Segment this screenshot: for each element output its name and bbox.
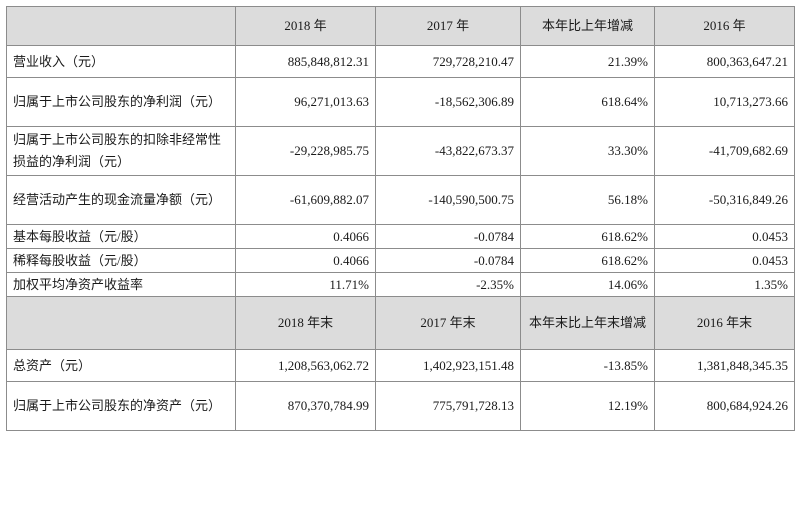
value-2016: 1,381,848,345.35 (654, 349, 795, 382)
value-2017: 729,728,210.47 (375, 45, 521, 78)
value-2016: 0.0453 (654, 248, 795, 273)
value-2018: 885,848,812.31 (235, 45, 376, 78)
value-change: 56.18% (520, 175, 655, 225)
value-change: 14.06% (520, 272, 655, 297)
value-2018: 870,370,784.99 (235, 381, 376, 431)
value-2016: 0.0453 (654, 224, 795, 249)
value-2016: 10,713,273.66 (654, 77, 795, 127)
row-label: 归属于上市公司股东的净资产（元） (6, 381, 236, 431)
header-2017-end: 2017 年末 (375, 296, 521, 350)
table-row: 加权平均净资产收益率 11.71% -2.35% 14.06% 1.35% (6, 272, 795, 297)
row-label: 总资产（元） (6, 349, 236, 382)
value-change: 618.62% (520, 248, 655, 273)
value-change: 618.62% (520, 224, 655, 249)
value-2016: 1.35% (654, 272, 795, 297)
header-row: 2018 年 2017 年 本年比上年增减 2016 年 (6, 6, 795, 46)
header-change: 本年比上年增减 (520, 6, 655, 46)
row-label: 营业收入（元） (6, 45, 236, 78)
table-row: 经营活动产生的现金流量净额（元） -61,609,882.07 -140,590… (6, 175, 795, 225)
value-change: -13.85% (520, 349, 655, 382)
value-2016: 800,363,647.21 (654, 45, 795, 78)
value-2017: -0.0784 (375, 248, 521, 273)
row-label: 基本每股收益（元/股） (6, 224, 236, 249)
value-2017: -43,822,673.37 (375, 126, 521, 176)
table-row: 基本每股收益（元/股） 0.4066 -0.0784 618.62% 0.045… (6, 224, 795, 249)
header-blank (6, 296, 236, 350)
value-2017: -2.35% (375, 272, 521, 297)
value-2018: 0.4066 (235, 224, 376, 249)
value-2016: -50,316,849.26 (654, 175, 795, 225)
header-row-year-end: 2018 年末 2017 年末 本年末比上年末增减 2016 年末 (6, 296, 795, 350)
row-label: 经营活动产生的现金流量净额（元） (6, 175, 236, 225)
value-change: 12.19% (520, 381, 655, 431)
value-2018: -29,228,985.75 (235, 126, 376, 176)
value-change: 21.39% (520, 45, 655, 78)
table-row: 稀释每股收益（元/股） 0.4066 -0.0784 618.62% 0.045… (6, 248, 795, 273)
header-2016: 2016 年 (654, 6, 795, 46)
financial-table: 2018 年 2017 年 本年比上年增减 2016 年 营业收入（元） 885… (6, 6, 795, 431)
header-2017: 2017 年 (375, 6, 521, 46)
header-2018-end: 2018 年末 (235, 296, 376, 350)
table-row: 营业收入（元） 885,848,812.31 729,728,210.47 21… (6, 45, 795, 78)
row-label: 稀释每股收益（元/股） (6, 248, 236, 273)
table-row: 归属于上市公司股东的净利润（元） 96,271,013.63 -18,562,3… (6, 77, 795, 127)
value-change: 33.30% (520, 126, 655, 176)
value-2018: 1,208,563,062.72 (235, 349, 376, 382)
value-2018: 96,271,013.63 (235, 77, 376, 127)
header-change-end: 本年末比上年末增减 (520, 296, 655, 350)
table-row: 归属于上市公司股东的净资产（元） 870,370,784.99 775,791,… (6, 381, 795, 431)
value-2016: -41,709,682.69 (654, 126, 795, 176)
value-2017: -140,590,500.75 (375, 175, 521, 225)
row-label: 归属于上市公司股东的净利润（元） (6, 77, 236, 127)
value-2017: 1,402,923,151.48 (375, 349, 521, 382)
value-2018: 0.4066 (235, 248, 376, 273)
value-2017: 775,791,728.13 (375, 381, 521, 431)
header-2018: 2018 年 (235, 6, 376, 46)
value-2018: -61,609,882.07 (235, 175, 376, 225)
row-label: 归属于上市公司股东的扣除非经常性损益的净利润（元） (6, 126, 236, 176)
header-blank (6, 6, 236, 46)
value-2017: -0.0784 (375, 224, 521, 249)
row-label: 加权平均净资产收益率 (6, 272, 236, 297)
table-row: 总资产（元） 1,208,563,062.72 1,402,923,151.48… (6, 349, 795, 382)
value-2018: 11.71% (235, 272, 376, 297)
value-2016: 800,684,924.26 (654, 381, 795, 431)
table-row: 归属于上市公司股东的扣除非经常性损益的净利润（元） -29,228,985.75… (6, 126, 795, 176)
value-2017: -18,562,306.89 (375, 77, 521, 127)
header-2016-end: 2016 年末 (654, 296, 795, 350)
value-change: 618.64% (520, 77, 655, 127)
financial-summary: 2018 年 2017 年 本年比上年增减 2016 年 营业收入（元） 885… (6, 6, 795, 431)
